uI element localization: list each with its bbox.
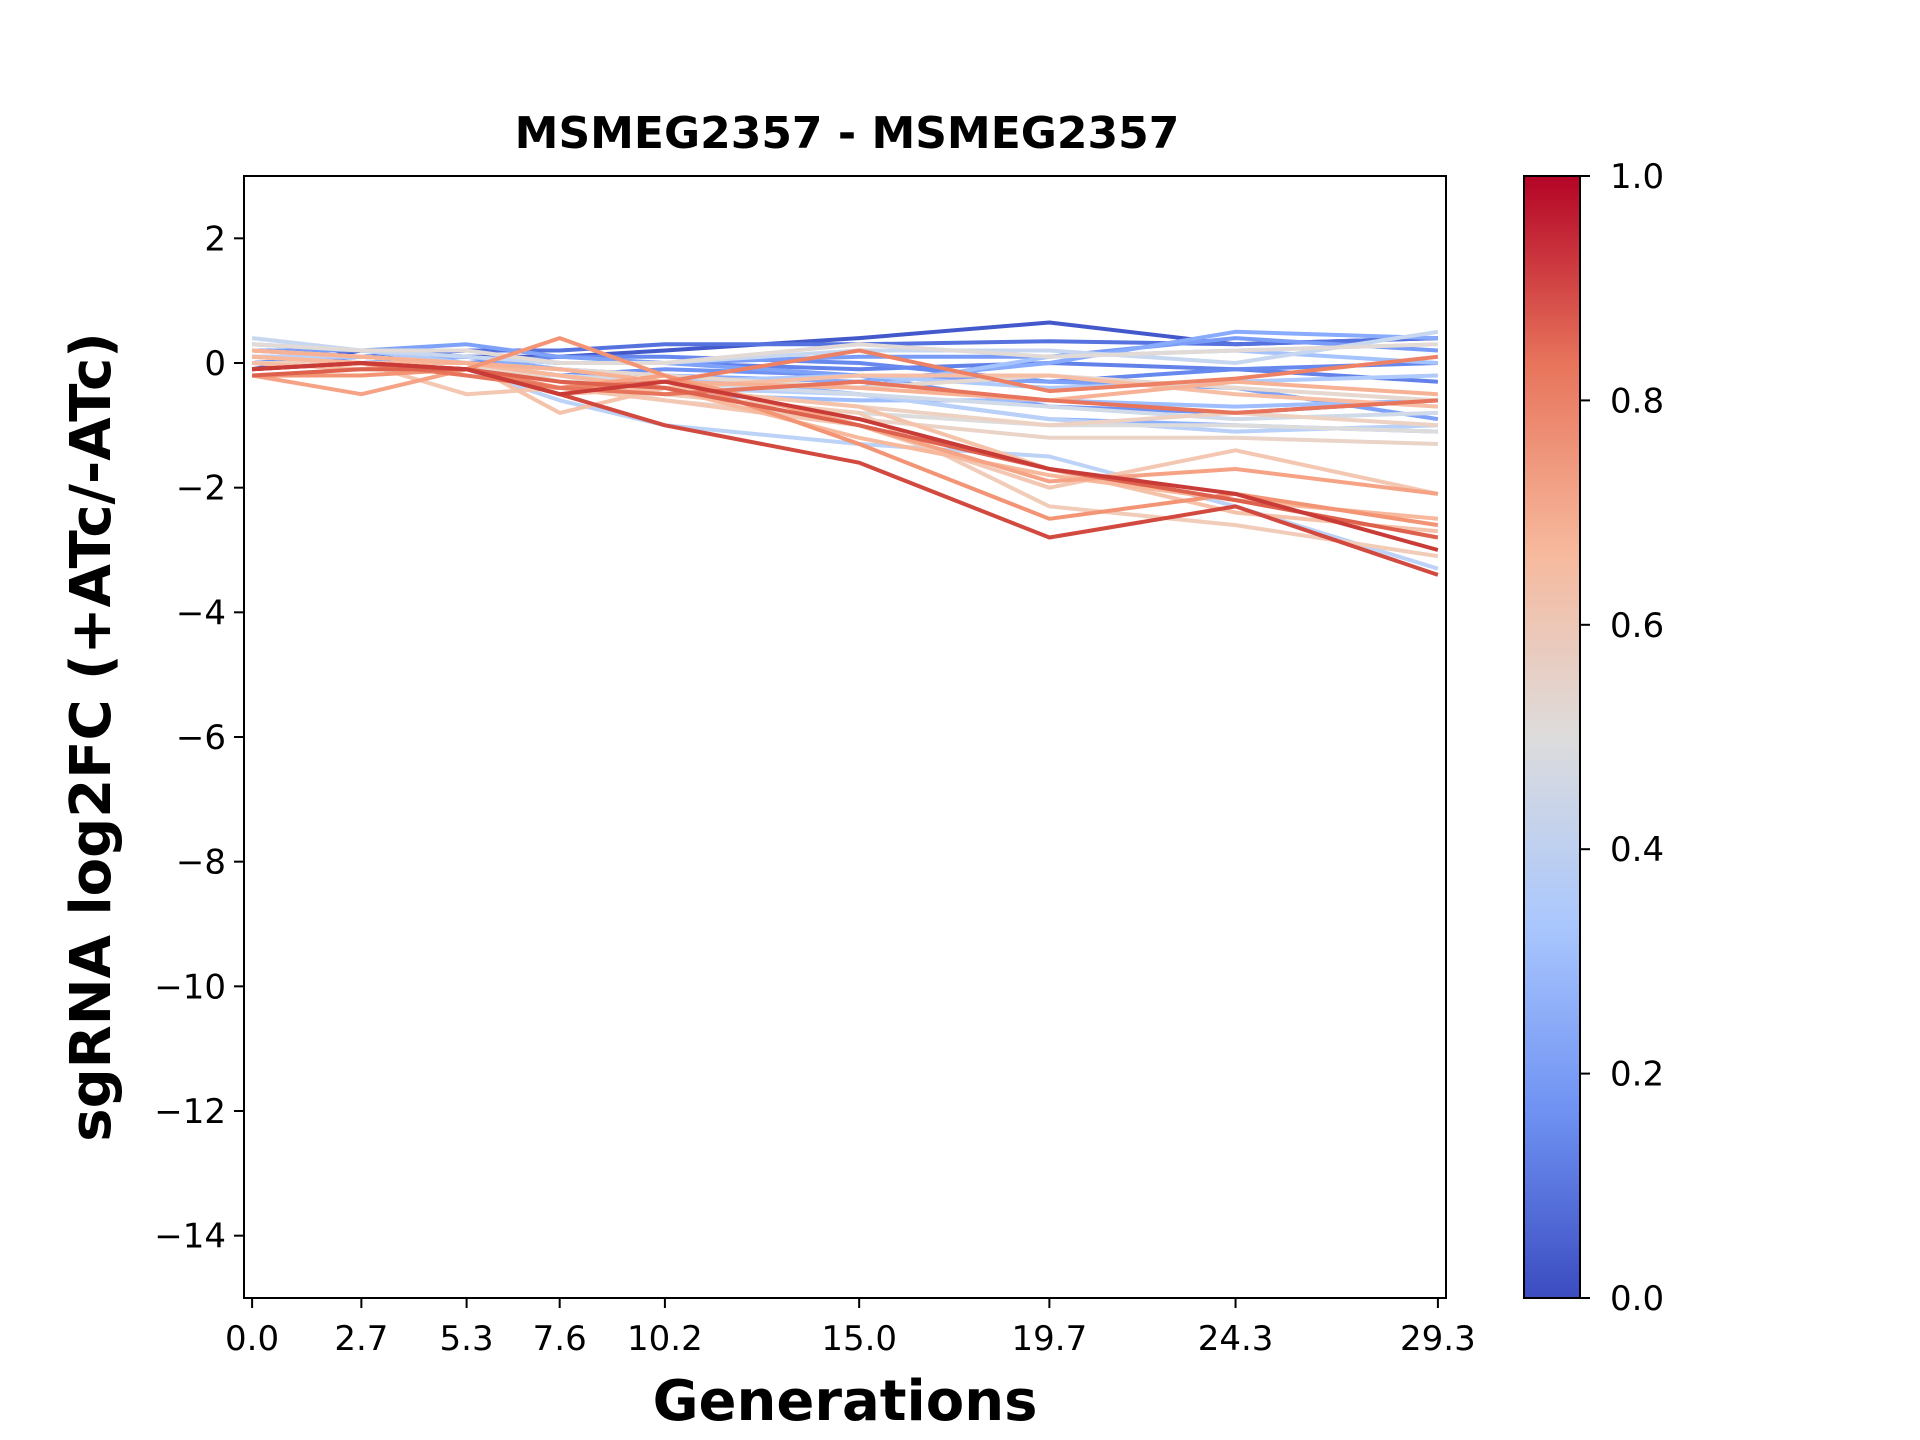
x-tick-label: 5.3 (440, 1319, 494, 1359)
y-tick-label: −8 (176, 843, 226, 883)
series-line-31 (251, 367, 1439, 540)
y-tick-label: −2 (176, 469, 226, 509)
plot-area (243, 175, 1447, 1299)
colorbar-tick-label: 0.0 (1610, 1279, 1664, 1319)
y-tick-label: −14 (154, 1217, 226, 1257)
series-line-33 (251, 361, 1439, 552)
x-tick-label: 2.7 (334, 1319, 388, 1359)
series-line-30 (251, 361, 1439, 415)
chart-title: MSMEG2357 - MSMEG2357 (515, 108, 1180, 159)
series-group (251, 320, 1439, 577)
colorbar-tick-label: 0.4 (1610, 830, 1664, 870)
x-tick-label: 29.3 (1400, 1319, 1476, 1359)
series-line-28 (252, 336, 1439, 528)
y-tick-label: −6 (176, 718, 226, 758)
x-tick-label: 0.0 (225, 1319, 279, 1359)
y-axis: 2 0 −2 −4 −6 −8 −10 −12 −14 (154, 219, 244, 1257)
x-tick-label: 24.3 (1198, 1319, 1274, 1359)
y-tick-label: 2 (204, 219, 226, 259)
x-tick-label: 10.2 (627, 1319, 703, 1359)
colorbar-tick-label: 1.0 (1610, 157, 1664, 197)
x-axis-label: Generations (653, 1369, 1038, 1434)
x-axis: 0.0 2.7 5.3 7.6 10.2 15.0 19.7 24.3 29.3 (225, 1298, 1476, 1359)
series-line-17 (251, 342, 1438, 365)
y-tick-label: −4 (176, 593, 226, 633)
y-tick-label: −10 (154, 967, 226, 1007)
y-tick-label: 0 (204, 344, 226, 384)
colorbar-tick-label: 0.6 (1610, 606, 1664, 646)
x-tick-label: 7.6 (533, 1319, 587, 1359)
x-tick-label: 15.0 (821, 1319, 897, 1359)
y-tick-label: −12 (154, 1092, 226, 1132)
x-tick-label: 19.7 (1012, 1319, 1088, 1359)
colorbar: 0.0 0.2 0.4 0.6 0.8 1.0 (1523, 157, 1664, 1319)
colorbar-ticks: 0.0 0.2 0.4 0.6 0.8 1.0 (1580, 157, 1664, 1319)
colorbar-scale (1523, 175, 1581, 1299)
colorbar-tick-label: 0.8 (1610, 381, 1664, 421)
y-axis-label: sgRNA log2FC (+ATc/-ATc) (59, 332, 124, 1142)
colorbar-tick-label: 0.2 (1610, 1055, 1664, 1095)
